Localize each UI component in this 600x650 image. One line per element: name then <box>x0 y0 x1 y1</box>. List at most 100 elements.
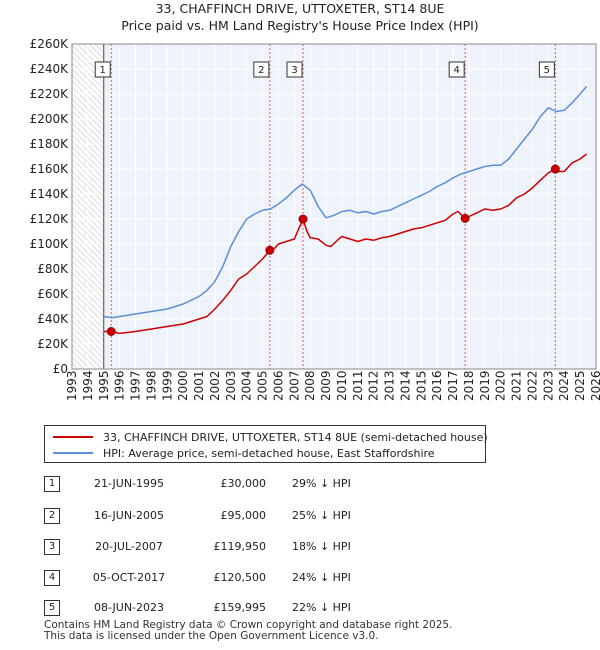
sale-number-box <box>538 61 555 78</box>
footer-line-2: This data is licensed under the Open Gov… <box>44 630 379 642</box>
plot-border <box>71 43 597 370</box>
legend-label-property: 33, CHAFFINCH DRIVE, UTTOXETER, ST14 8UE… <box>103 430 488 444</box>
sale-hpi-diff: 29% ↓ HPI <box>292 477 351 490</box>
x-tick-label: 1995 <box>97 370 111 401</box>
sale-hpi-diff: 24% ↓ HPI <box>292 571 351 584</box>
x-tick-label: 2010 <box>335 370 349 401</box>
y-tick-label: £160K <box>30 162 70 176</box>
legend-item-hpi: HPI: Average price, semi-detached house,… <box>53 445 435 461</box>
x-tick-label: 2011 <box>351 370 365 401</box>
sale-date: 16-JUN-2005 <box>93 509 165 522</box>
x-tick-label: 2020 <box>494 370 508 401</box>
sale-price: £120,500 <box>213 571 267 584</box>
x-tick-label: 2019 <box>478 370 492 401</box>
y-tick-label: £20K <box>37 337 69 351</box>
y-tick-label: £80K <box>37 262 69 276</box>
sale-number-box <box>286 61 303 78</box>
legend-label-hpi: HPI: Average price, semi-detached house,… <box>103 446 435 460</box>
x-tick-label: 2015 <box>414 370 428 401</box>
x-tick-label: 2023 <box>541 370 555 401</box>
price-chart: 33, CHAFFINCH DRIVE, UTTOXETER, ST14 8UE… <box>30 1 600 401</box>
x-tick-label: 2021 <box>510 370 524 401</box>
table-row: 3 20-JUL-2007 £119,950 18% ↓ HPI <box>44 539 464 555</box>
hatch-line <box>94 43 105 54</box>
x-tick-label: 2004 <box>240 370 254 401</box>
chart-title: 33, CHAFFINCH DRIVE, UTTOXETER, ST14 8UE <box>156 1 445 16</box>
legend-item-property: 33, CHAFFINCH DRIVE, UTTOXETER, ST14 8UE… <box>53 429 488 445</box>
sale-marker-badge: 1 <box>44 476 60 492</box>
sale-number-box <box>253 61 270 78</box>
legend-swatch-hpi <box>53 452 93 454</box>
sale-price: £159,995 <box>213 601 267 614</box>
sale-point <box>106 327 116 336</box>
y-tick-label: £120K <box>30 212 70 226</box>
table-row: 4 05-OCT-2017 £120,500 24% ↓ HPI <box>44 570 464 586</box>
x-tick-label: 2002 <box>208 370 222 401</box>
y-tick-label: £200K <box>30 112 70 126</box>
x-tick-label: 2013 <box>383 370 397 401</box>
x-tick-label: 2009 <box>319 370 333 401</box>
sale-point <box>460 213 470 223</box>
y-tick-label: £0 <box>53 362 68 376</box>
sale-hpi-diff: 25% ↓ HPI <box>292 509 351 522</box>
footer-attribution: Contains HM Land Registry data © Crown c… <box>44 620 452 642</box>
table-row: 2 16-JUN-2005 £95,000 25% ↓ HPI <box>44 508 464 524</box>
plot-area <box>72 44 596 369</box>
hatch-line <box>71 362 79 370</box>
x-tick-label: 2008 <box>303 370 317 401</box>
sale-date: 05-OCT-2017 <box>92 571 166 584</box>
x-tick-label: 2016 <box>430 370 444 401</box>
sale-price: £30,000 <box>220 477 267 490</box>
x-tick-label: 2025 <box>573 370 587 401</box>
chart-legend: 33, CHAFFINCH DRIVE, UTTOXETER, ST14 8UE… <box>44 425 488 463</box>
sale-point <box>550 164 560 174</box>
sale-date: 21-JUN-1995 <box>93 477 165 490</box>
sale-date: 08-JUN-2023 <box>93 601 165 614</box>
y-tick-label: £180K <box>30 137 70 151</box>
y-tick-label: £100K <box>30 237 70 251</box>
y-tick-label: £260K <box>30 37 70 51</box>
sale-number-box <box>448 61 465 78</box>
x-tick-label: 1998 <box>144 370 158 401</box>
y-tick-label: £60K <box>37 287 69 301</box>
x-tick-label: 2018 <box>462 370 476 401</box>
x-tick-label: 2003 <box>224 370 238 401</box>
x-tick-label: 2017 <box>446 370 460 401</box>
legend-swatch-property <box>53 436 93 438</box>
sale-number-label: 2 <box>258 65 264 76</box>
sale-marker-badge: 3 <box>44 539 60 555</box>
x-tick-label: 2014 <box>398 370 412 401</box>
x-tick-label: 2024 <box>557 370 571 401</box>
hatch-line <box>71 344 97 370</box>
x-tick-label: 2001 <box>192 370 206 401</box>
sale-marker-badge: 5 <box>44 600 60 616</box>
y-tick-label: £140K <box>30 187 70 201</box>
hatch-line <box>82 43 105 66</box>
sale-marker-badge: 2 <box>44 508 60 524</box>
chart-subtitle: Price paid vs. HM Land Registry's House … <box>121 18 478 33</box>
footer-line-1: Contains HM Land Registry data © Crown c… <box>44 619 453 631</box>
sale-point <box>298 214 308 224</box>
hatch-line <box>71 350 91 370</box>
table-row: 5 08-JUN-2023 £159,995 22% ↓ HPI <box>44 600 464 616</box>
x-tick-label: 1994 <box>81 370 95 401</box>
hatch-line <box>88 43 105 60</box>
x-tick-label: 1996 <box>113 370 127 401</box>
x-tick-label: 1997 <box>129 370 143 401</box>
sale-number-label: 3 <box>291 65 297 76</box>
sale-number-box <box>94 61 111 78</box>
sale-hpi-diff: 22% ↓ HPI <box>292 601 351 614</box>
sale-price: £95,000 <box>220 509 267 522</box>
x-tick-label: 1999 <box>160 370 174 401</box>
y-tick-label: £240K <box>30 62 70 76</box>
sale-number-label: 5 <box>544 65 550 76</box>
sale-hpi-diff: 18% ↓ HPI <box>292 540 351 553</box>
sale-price: £119,950 <box>213 540 267 553</box>
x-tick-label: 2006 <box>271 370 285 401</box>
sale-point <box>265 245 275 255</box>
y-tick-label: £220K <box>30 87 70 101</box>
sale-marker-badge: 4 <box>44 570 60 586</box>
x-tick-label: 2012 <box>367 370 381 401</box>
table-row: 1 21-JUN-1995 £30,000 29% ↓ HPI <box>44 476 464 492</box>
hpi-series-line <box>103 86 588 319</box>
